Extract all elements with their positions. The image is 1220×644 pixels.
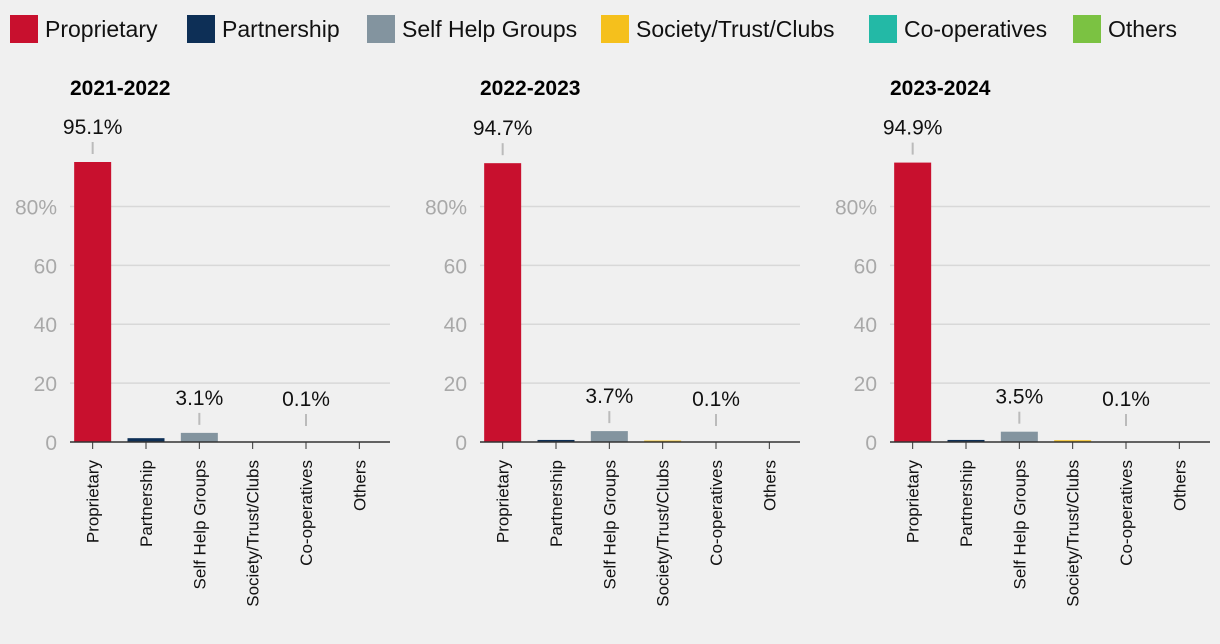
- bar-self-help-groups: [1000, 431, 1038, 442]
- data-label: 3.5%: [995, 386, 1043, 409]
- x-tick-label: Partnership: [137, 460, 156, 547]
- data-label: 3.7%: [585, 385, 633, 408]
- y-tick-label: 60: [34, 255, 57, 278]
- data-label: 3.1%: [175, 387, 223, 410]
- panel-title: 2021-2022: [70, 77, 170, 100]
- data-label: 94.7%: [473, 117, 533, 140]
- y-tick-label: 20: [444, 373, 467, 396]
- x-tick-label: Self Help Groups: [190, 460, 209, 589]
- legend-swatch-society-trust-clubs: [601, 15, 629, 43]
- legend-item-partnership: Partnership: [187, 15, 340, 43]
- legend-item-co-operatives: Co-operatives: [869, 15, 1047, 43]
- bar-self-help-groups: [180, 432, 218, 442]
- legend-label-partnership: Partnership: [222, 16, 340, 42]
- legend-label-others: Others: [1108, 16, 1177, 42]
- legend-swatch-others: [1073, 15, 1101, 43]
- legend-swatch-proprietary: [10, 15, 38, 43]
- bar-proprietary: [484, 163, 522, 442]
- legend-item-self-help-groups: Self Help Groups: [367, 15, 577, 43]
- legend-swatch-partnership: [187, 15, 215, 43]
- panel-title: 2022-2023: [480, 77, 580, 100]
- legend-label-co-operatives: Co-operatives: [904, 16, 1047, 42]
- y-tick-label: 80%: [425, 196, 467, 219]
- x-tick-label: Others: [350, 460, 369, 511]
- y-tick-label: 0: [455, 432, 467, 455]
- y-tick-label: 40: [854, 314, 877, 337]
- legend-label-self-help-groups: Self Help Groups: [402, 16, 577, 42]
- bar-proprietary: [74, 162, 112, 442]
- panel-2022-2023: 2022-2023 0 20 40 60 80% 94.7% Proprietary Partn…: [425, 77, 800, 607]
- y-tick-label: 0: [865, 432, 877, 455]
- legend-swatch-self-help-groups: [367, 15, 395, 43]
- legend-label-proprietary: Proprietary: [45, 16, 158, 42]
- x-tick-label: Co-operatives: [707, 460, 726, 566]
- x-tick-label: Partnership: [547, 460, 566, 547]
- data-label: 0.1%: [1102, 388, 1150, 411]
- y-tick-label: 40: [34, 314, 57, 337]
- bar-partnership: [537, 439, 575, 442]
- y-tick-label: 80%: [15, 196, 57, 219]
- x-tick-label: Proprietary: [494, 459, 513, 543]
- bar-proprietary: [894, 162, 932, 442]
- legend-item-proprietary: Proprietary: [10, 15, 158, 43]
- x-tick-label: Society/Trust/Clubs: [654, 460, 673, 607]
- panel-2023-2024: 2023-2024 0 20 40 60 80% 94.9% Proprietary Partn…: [835, 77, 1210, 607]
- legend-item-society-trust-clubs: Society/Trust/Clubs: [601, 15, 835, 43]
- y-tick-label: 40: [444, 314, 467, 337]
- bar-self-help-groups: [590, 431, 628, 442]
- y-tick-label: 60: [444, 255, 467, 278]
- x-tick-label: Co-operatives: [1117, 460, 1136, 566]
- y-tick-label: 20: [854, 373, 877, 396]
- x-tick-label: Proprietary: [904, 460, 923, 544]
- panel-title: 2023-2024: [890, 77, 991, 100]
- bar-partnership: [127, 438, 165, 442]
- y-tick-label: 80%: [835, 196, 877, 219]
- bar-society-trust-clubs: [1054, 440, 1092, 442]
- x-tick-label: Others: [760, 460, 779, 511]
- y-tick-label: 60: [854, 255, 877, 278]
- panel-2021-2022: 2021-2022 0 20 40 60 80% 95.1% Proprietary Partn…: [15, 77, 390, 607]
- x-tick-label: Others: [1170, 460, 1189, 511]
- y-tick-label: 20: [34, 373, 57, 396]
- x-tick-label: Self Help Groups: [1010, 460, 1029, 589]
- x-tick-label: Society/Trust/Clubs: [1064, 460, 1083, 607]
- legend: Proprietary Partnership Self Help Groups So…: [10, 15, 1177, 43]
- x-tick-label: Self Help Groups: [600, 460, 619, 589]
- legend-label-society-trust-clubs: Society/Trust/Clubs: [636, 16, 835, 42]
- x-tick-label: Co-operatives: [297, 460, 316, 566]
- legend-item-others: Others: [1073, 15, 1177, 43]
- data-label: 95.1%: [63, 116, 123, 139]
- legend-swatch-co-operatives: [869, 15, 897, 43]
- x-tick-label: Society/Trust/Clubs: [244, 460, 263, 607]
- data-label: 0.1%: [692, 388, 740, 411]
- data-label: 94.9%: [883, 117, 943, 140]
- x-tick-label: Proprietary: [84, 460, 103, 544]
- y-tick-label: 0: [45, 432, 57, 455]
- bar-partnership: [947, 439, 985, 442]
- x-tick-label: Partnership: [957, 460, 976, 547]
- data-label: 0.1%: [282, 388, 330, 411]
